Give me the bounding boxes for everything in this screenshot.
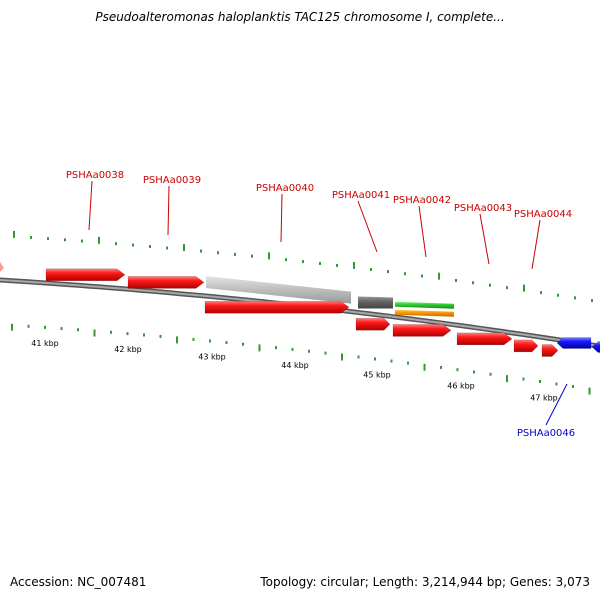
label-leader-line — [88, 180, 93, 231]
gene-arrow-forward — [513, 339, 539, 353]
label-leader-line — [479, 213, 490, 265]
gene-arrow-reverse — [591, 341, 600, 353]
gene-label: PSHAa0043 — [454, 203, 512, 214]
gene-arrow-forward — [541, 344, 559, 357]
orange-feature — [395, 309, 454, 317]
gene-label: PSHAa0041 — [332, 190, 390, 201]
label-leader-line — [167, 185, 170, 236]
tick-marks — [11, 230, 593, 395]
gene-arrow-forward — [392, 324, 452, 337]
gene-features — [0, 262, 600, 357]
label-leader-line — [418, 205, 427, 258]
gene-arrow-forward — [45, 268, 126, 282]
grey-feature — [206, 276, 351, 304]
kbp-label: 45 kbp — [363, 371, 391, 380]
label-leader-line — [545, 383, 568, 426]
dark-grey-feature — [358, 296, 393, 309]
kbp-label: 41 kbp — [31, 339, 59, 348]
page-title: Pseudoalteromonas haloplanktis TAC125 ch… — [95, 10, 505, 24]
gene-arrow-forward — [456, 332, 513, 346]
kbp-label: 47 kbp — [530, 394, 558, 403]
kbp-label: 42 kbp — [114, 345, 142, 354]
accession-text: Accession: NC_007481 — [10, 575, 147, 589]
label-leader-line — [357, 200, 378, 253]
label-leader-line — [531, 219, 541, 270]
kbp-label: 46 kbp — [447, 382, 475, 391]
green-feature — [395, 301, 454, 309]
kbp-label: 43 kbp — [198, 353, 226, 362]
gene-labels: 41 kbp 42 kbp 43 kbp 44 kbp 45 kbp 46 kbp 47 k… — [31, 170, 575, 439]
gene-label: PSHAa0039 — [143, 175, 201, 186]
gene-label: PSHAa0044 — [514, 209, 572, 220]
gene-label: PSHAa0046 — [517, 428, 575, 439]
kbp-label: 44 kbp — [281, 361, 309, 370]
gene-arrow-forward — [355, 317, 391, 331]
gene-arrow-forward — [204, 300, 350, 314]
gene-label: PSHAa0042 — [393, 195, 451, 206]
gene-arrow-fragment — [0, 262, 4, 272]
gene-arrow-forward — [127, 276, 205, 289]
gene-label: PSHAa0038 — [66, 170, 124, 181]
label-leader-line — [280, 193, 283, 243]
gene-label: PSHAa0040 — [256, 183, 314, 194]
genome-summary-text: Topology: circular; Length: 3,214,944 bp… — [260, 575, 590, 589]
gene-arrow-reverse — [556, 337, 592, 349]
